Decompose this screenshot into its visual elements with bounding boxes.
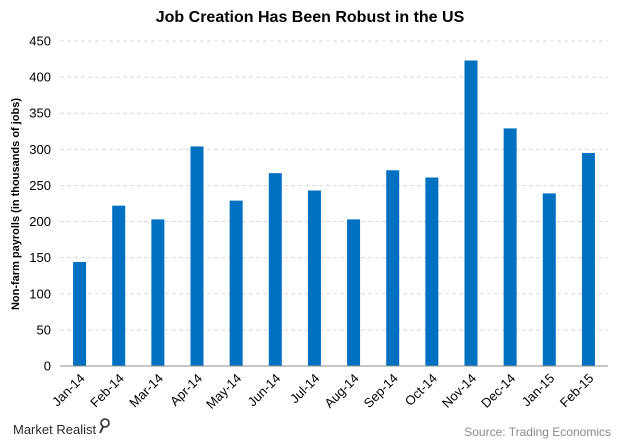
x-tick-label: Jan-14 [49, 371, 88, 410]
market-realist-logo: Market Realist [13, 418, 110, 437]
y-tick-label: 350 [29, 106, 51, 121]
bar-jul-14 [307, 190, 321, 366]
bar-nov-14 [464, 60, 478, 366]
x-tick-label: Jul-14 [287, 371, 323, 407]
bar-sep-14 [386, 170, 400, 366]
y-tick-label: 250 [29, 178, 51, 193]
bar-apr-14 [190, 146, 204, 366]
bar-jan-14 [73, 262, 87, 366]
x-tick-label: May-14 [203, 371, 244, 412]
x-tick-label: Dec-14 [478, 371, 518, 411]
x-tick-label: Mar-14 [126, 371, 166, 411]
y-tick-label: 450 [29, 34, 51, 49]
bar-oct-14 [425, 177, 439, 366]
brand-name: Market Realist [13, 422, 96, 437]
bar-may-14 [229, 200, 243, 366]
x-tick-label: Feb-14 [87, 371, 127, 411]
bar-feb-14 [112, 205, 126, 366]
x-tick-label: Jun-14 [245, 371, 284, 410]
x-tick-label: Apr-14 [167, 371, 205, 409]
x-tick-label: Jan-15 [519, 371, 558, 410]
y-tick-label: 300 [29, 142, 51, 157]
source-note: Source: Trading Economics [464, 425, 611, 439]
bar-mar-14 [151, 219, 165, 366]
y-tick-label: 0 [44, 359, 51, 374]
x-tick-label: Sep-14 [361, 371, 401, 411]
y-tick-label: 50 [37, 322, 51, 337]
bar-dec-14 [503, 128, 517, 366]
y-axis-label: Non-farm payrolls (in thousands of jobs) [10, 98, 22, 310]
x-tick-label: Oct-14 [402, 371, 440, 409]
y-tick-label: 100 [29, 286, 51, 301]
magnifier-icon [99, 418, 110, 434]
y-tick-label: 200 [29, 214, 51, 229]
x-tick-label: Aug-14 [321, 371, 361, 411]
bar-jan-15 [542, 193, 556, 366]
y-tick-label: 400 [29, 70, 51, 85]
chart-title: Job Creation Has Been Robust in the US [156, 9, 465, 26]
y-tick-label: 150 [29, 250, 51, 265]
bar-jun-14 [268, 173, 282, 366]
x-tick-label: Feb-15 [557, 371, 597, 411]
bar-aug-14 [347, 219, 361, 366]
bar-feb-15 [581, 152, 595, 366]
x-tick-label: Nov-14 [439, 371, 479, 411]
